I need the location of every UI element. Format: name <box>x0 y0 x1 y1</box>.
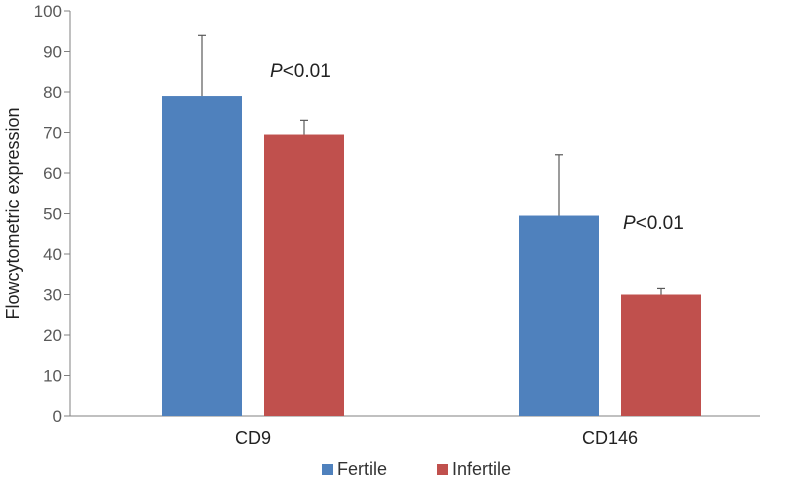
y-tick-label: 20 <box>43 326 62 345</box>
y-tick-label: 40 <box>43 245 62 264</box>
legend-label-infertile: Infertile <box>452 459 511 479</box>
y-tick-label: 70 <box>43 124 62 143</box>
annotations: P<0.01 P<0.01 <box>270 61 684 234</box>
y-tick-label: 10 <box>43 367 62 386</box>
y-tick-label: 80 <box>43 83 62 102</box>
legend-label-fertile: Fertile <box>337 459 387 479</box>
y-tick-label: 30 <box>43 286 62 305</box>
bar-fertile-cd9 <box>162 96 242 417</box>
p-value-annotation: P<0.01 <box>270 61 331 82</box>
legend-swatch-infertile <box>437 464 448 475</box>
y-tick-label: 60 <box>43 164 62 183</box>
bar-fertile-cd146 <box>519 215 599 416</box>
x-category-label: CD146 <box>582 428 638 448</box>
bars <box>162 34 701 417</box>
bar-infertile-cd146 <box>621 294 701 416</box>
y-axis-title: Flowcytometric expression <box>3 107 23 319</box>
x-category-label: CD9 <box>235 428 271 448</box>
legend-swatch-fertile <box>322 464 333 475</box>
y-tick-label: 100 <box>34 2 62 21</box>
y-tick-label: 90 <box>43 43 62 62</box>
y-tick-label: 0 <box>53 407 62 426</box>
axes: 0 10 20 30 40 50 60 70 80 90 100 Flowcytometric exp… <box>3 2 760 448</box>
y-tick-label: 50 <box>43 205 62 224</box>
p-value-annotation: P<0.01 <box>623 213 684 234</box>
legend: Fertile Infertile <box>322 459 511 479</box>
bar-infertile-cd9 <box>264 134 344 416</box>
